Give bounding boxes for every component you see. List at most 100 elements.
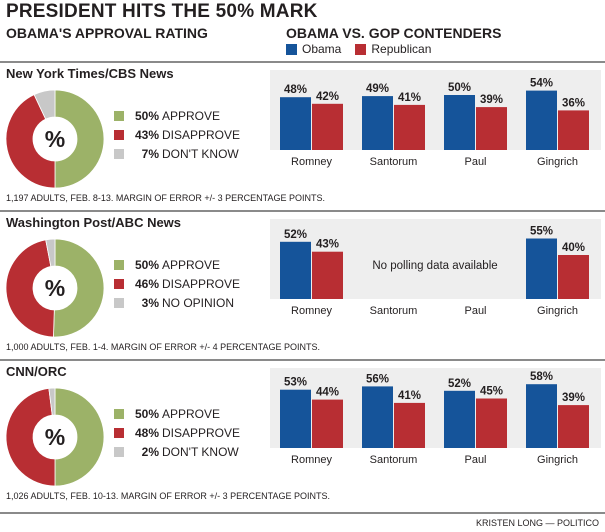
poll-name: New York Times/CBS News — [6, 66, 174, 81]
approval-legend-unknown: 2% DON'T KNOW — [114, 445, 239, 459]
divider — [0, 210, 605, 212]
bar-republican-romney — [312, 399, 343, 448]
bar-value-label: 42% — [316, 91, 339, 103]
approval-legend-approve: 50% APPROVE — [114, 407, 220, 421]
donut-center-label: % — [45, 126, 65, 152]
approval-percent: 7% — [141, 147, 159, 161]
bar-republican-santorum — [394, 402, 425, 448]
bar-value-label: 41% — [398, 390, 421, 402]
category-label: Gingrich — [537, 305, 578, 317]
approval-percent: 50% — [134, 407, 159, 421]
bar-value-label: 45% — [480, 386, 503, 398]
bar-baseline-area — [270, 299, 601, 331]
bar-value-label: 39% — [480, 94, 503, 106]
legend: Obama Republican — [286, 42, 431, 56]
approval-legend-unknown: 3% NO OPINION — [114, 296, 234, 310]
unknown-swatch — [114, 149, 124, 159]
approval-label: DON'T KNOW — [162, 147, 239, 161]
category-label: Santorum — [370, 156, 418, 168]
approval-legend-approve: 50% APPROVE — [114, 109, 220, 123]
unknown-swatch — [114, 447, 124, 457]
category-label: Santorum — [370, 305, 418, 317]
category-label: Romney — [291, 454, 332, 466]
donut-slice-approve — [54, 89, 105, 189]
approval-label: APPROVE — [162, 407, 221, 421]
bar-obama-romney — [280, 241, 311, 299]
donut-slice-disapprove — [5, 94, 56, 189]
bar-value-label: 40% — [562, 242, 585, 254]
category-label: Romney — [291, 156, 332, 168]
divider — [0, 359, 605, 361]
approval-label: DON'T KNOW — [162, 445, 239, 459]
approval-percent: 46% — [134, 277, 159, 291]
approval-subtitle: OBAMA'S APPROVAL RATING — [6, 25, 208, 41]
bar-value-label: 49% — [366, 83, 389, 95]
bar-baseline-area — [270, 448, 601, 480]
bar-value-label: 53% — [284, 377, 307, 389]
bar-obama-paul — [444, 390, 475, 448]
bar-obama-romney — [280, 389, 311, 448]
contenders-bar-chart: 53% 44% Romney 56% 41% Santorum 52% 45% Paul 58% 3… — [270, 371, 601, 480]
bar-value-label: 58% — [530, 371, 553, 383]
category-label: Gingrich — [537, 454, 578, 466]
bar-obama-santorum — [362, 386, 393, 448]
approval-legend-disapprove: 43% DISAPPROVE — [114, 128, 240, 142]
bar-republican-gingrich — [558, 255, 589, 299]
bar-republican-gingrich — [558, 110, 589, 150]
bar-value-label: 56% — [366, 373, 389, 385]
bar-republican-paul — [476, 107, 507, 150]
bar-value-label: 54% — [530, 78, 553, 90]
divider — [0, 61, 605, 63]
approval-label: DISAPPROVE — [162, 426, 241, 440]
bar-value-label: 43% — [316, 239, 339, 251]
contenders-subtitle: OBAMA VS. GOP CONTENDERS — [286, 25, 502, 41]
bar-value-label: 44% — [316, 387, 339, 399]
approve-swatch — [114, 409, 124, 419]
poll-note: 1,026 ADULTS, FEB. 10-13. MARGIN OF ERRO… — [6, 491, 330, 501]
poll-name: CNN/ORC — [6, 364, 67, 379]
approval-legend-disapprove: 48% DISAPPROVE — [114, 426, 240, 440]
credit: KRISTEN LONG — POLITICO — [475, 518, 599, 528]
bar-obama-santorum — [362, 96, 393, 150]
disapprove-swatch — [114, 130, 124, 140]
poll-name: Washington Post/ABC News — [6, 215, 182, 230]
category-label: Paul — [464, 305, 486, 317]
approval-legend-approve: 50% APPROVE — [114, 258, 220, 272]
bar-obama-paul — [444, 95, 475, 150]
contenders-bar-chart: 48% 42% Romney 49% 41% Santorum 50% 39% Paul 54% 3… — [270, 78, 601, 182]
donut-center-label: % — [45, 275, 65, 301]
bar-value-label: 52% — [284, 229, 307, 241]
republican-swatch — [355, 43, 367, 55]
chart-title: PRESIDENT HITS THE 50% MARK — [6, 1, 318, 22]
divider — [0, 512, 605, 514]
donut-slice-approve — [54, 387, 105, 487]
approval-legend-unknown: 7% DON'T KNOW — [114, 147, 239, 161]
approve-swatch — [114, 111, 124, 121]
approval-percent: 50% — [134, 258, 159, 272]
approval-donut: % — [5, 387, 105, 487]
no-data-label: No polling data available — [372, 260, 497, 272]
approval-label: APPROVE — [162, 258, 221, 272]
bar-obama-gingrich — [526, 384, 557, 448]
approval-percent: 50% — [134, 109, 159, 123]
category-label: Gingrich — [537, 156, 578, 168]
donut-slice-approve — [53, 238, 105, 338]
bar-republican-paul — [476, 398, 507, 448]
bar-obama-gingrich — [526, 238, 557, 299]
donut-center-label: % — [45, 424, 65, 450]
bar-value-label: 52% — [448, 378, 471, 390]
approval-donut: % — [5, 89, 105, 189]
bar-obama-romney — [280, 97, 311, 150]
bar-value-label: 48% — [284, 84, 307, 96]
disapprove-swatch — [114, 279, 124, 289]
category-label: Romney — [291, 305, 332, 317]
bar-value-label: 41% — [398, 92, 421, 104]
approval-label: DISAPPROVE — [162, 277, 241, 291]
approval-percent: 3% — [141, 296, 159, 310]
legend-obama: Obama — [302, 42, 342, 56]
approval-label: NO OPINION — [162, 296, 235, 310]
approve-swatch — [114, 260, 124, 270]
approval-percent: 2% — [141, 445, 159, 459]
approval-label: APPROVE — [162, 109, 221, 123]
donut-slice-unknown — [48, 387, 56, 416]
